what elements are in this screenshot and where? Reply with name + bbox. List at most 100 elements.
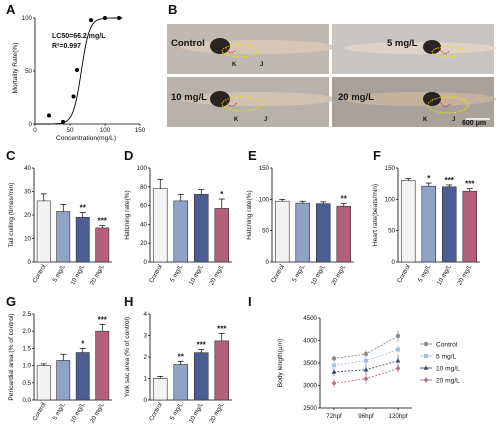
panel-i-ytick-label: 3500 bbox=[303, 360, 317, 367]
panel-label-e: E bbox=[248, 148, 257, 163]
significance-marker: ** bbox=[178, 352, 185, 361]
bar-2 bbox=[295, 202, 311, 263]
ytick-label: 10 bbox=[24, 236, 31, 243]
category-label: Control bbox=[396, 264, 412, 285]
panel-i-body-length-chart: 2500 3000 3500 4000 4500 Body length(μm) 72hpf… bbox=[277, 315, 460, 420]
ytick-label: 2 bbox=[144, 354, 148, 361]
ytick-label: 150 bbox=[385, 165, 396, 172]
ytick-label: 0 bbox=[392, 259, 396, 266]
panel-e-hatching-rate-chart: 0 50 100 150 Hatching rate(%) Control 5 mg/L 10… bbox=[246, 165, 354, 286]
bar-3 bbox=[315, 203, 331, 263]
bar-1 bbox=[36, 200, 51, 263]
ytick-label: 40 bbox=[24, 165, 31, 172]
panel-a-lc50: LC50=66.2 mg/L bbox=[52, 33, 106, 40]
significance-marker: *** bbox=[98, 315, 108, 324]
panel-a-data-point bbox=[47, 113, 51, 118]
significance-marker: * bbox=[81, 339, 85, 348]
category-label: 5 mg/L bbox=[291, 263, 307, 283]
bar-1 bbox=[274, 200, 290, 263]
bar-2 bbox=[173, 200, 189, 263]
bar-3 bbox=[75, 352, 90, 401]
bar-1 bbox=[152, 378, 168, 401]
bar-4 bbox=[336, 205, 352, 263]
category-label: 10 mg/L bbox=[69, 263, 87, 286]
category-label: 20 mg/L bbox=[208, 401, 226, 424]
panel-c-tail-coiling-chart: 0 10 20 30 40 Tail coiling (times/min) Control… bbox=[8, 165, 112, 286]
ylabel: Yolk sac area (% of control) bbox=[124, 317, 131, 397]
series-point-1 bbox=[363, 351, 369, 357]
significance-marker: *** bbox=[217, 324, 227, 333]
panel-a-xlabel: Concentration(mg/L) bbox=[56, 135, 116, 142]
category-label: 5 mg/L bbox=[417, 263, 433, 283]
ytick-label: 0.0 bbox=[22, 397, 31, 404]
panel-h-yolk-sac-area-chart: 0 1 2 3 4 Yolk sac area (% of control) Control… bbox=[124, 311, 232, 424]
panel-i-ytick-label: 4500 bbox=[303, 315, 317, 322]
series-point-3 bbox=[363, 367, 369, 372]
scalebar-label: 600 μm bbox=[462, 120, 486, 127]
category-label: 20 mg/L bbox=[456, 263, 474, 286]
panel-a-xtick-label: 150 bbox=[135, 127, 146, 134]
legend-marker-1 bbox=[423, 341, 429, 347]
series-point-4 bbox=[363, 376, 369, 382]
ytick-label: 0 bbox=[144, 259, 148, 266]
significance-marker: * bbox=[427, 174, 431, 183]
bar-3 bbox=[193, 194, 209, 263]
panel-label-f: F bbox=[373, 148, 381, 163]
series-point-4 bbox=[395, 365, 401, 371]
panel-a-ytick-label: 0 bbox=[29, 121, 33, 128]
micrograph-5mgl: 5 mg/L bbox=[332, 24, 496, 74]
legend-marker-2 bbox=[424, 354, 428, 358]
panel-i-ytick-label: 2500 bbox=[303, 405, 317, 412]
category-label: 20 mg/L bbox=[330, 263, 348, 286]
panel-a-r2: R²=0.997 bbox=[52, 43, 81, 50]
ytick-label: 80 bbox=[140, 184, 147, 191]
category-label: 10 mg/L bbox=[69, 401, 87, 424]
panel-i-xtick-label: 72hpf bbox=[326, 413, 342, 420]
panel-i-xtick-label: 120hpf bbox=[389, 413, 408, 420]
bar-2 bbox=[173, 364, 189, 401]
ytick-label: 2.5 bbox=[22, 311, 31, 318]
category-label: 20 mg/L bbox=[89, 263, 107, 286]
significance-marker: * bbox=[220, 190, 224, 199]
bar-1 bbox=[400, 180, 416, 263]
significance-marker: *** bbox=[445, 176, 455, 185]
panel-a-data-point bbox=[71, 94, 76, 99]
ytick-label: 40 bbox=[140, 221, 147, 228]
bar-3 bbox=[75, 217, 90, 263]
series-point-1 bbox=[331, 356, 337, 361]
bar-2 bbox=[56, 211, 71, 263]
series-point-3 bbox=[395, 358, 401, 363]
marker-j-20: J bbox=[452, 117, 455, 123]
marker-j-10: J bbox=[264, 117, 267, 123]
ytick-label: 30 bbox=[24, 189, 31, 196]
panel-g-pericardial-area-chart: 0.0 0.5 1.0 1.5 2.0 2.5 Pericardial area (% of… bbox=[8, 311, 112, 424]
ytick-label: 60 bbox=[140, 203, 147, 210]
marker-k-20: K bbox=[423, 117, 428, 123]
bar-3 bbox=[441, 186, 457, 263]
panel-a-ytick-label: 50 bbox=[25, 68, 32, 75]
panel-label-d: D bbox=[124, 148, 133, 163]
panel-i-ytick-label: 3000 bbox=[303, 383, 317, 390]
bar-3 bbox=[193, 352, 209, 401]
bar-1 bbox=[152, 188, 168, 263]
legend-marker-3 bbox=[423, 365, 429, 370]
legend-label-3: 10 mg/L bbox=[436, 365, 460, 372]
category-label: 10 mg/L bbox=[310, 263, 328, 286]
panel-a-xtick-label: 50 bbox=[67, 127, 74, 134]
ytick-label: 3 bbox=[144, 333, 148, 340]
label-5mgl: 5 mg/L bbox=[387, 38, 418, 49]
bar-4 bbox=[95, 330, 110, 401]
marker-k-10: K bbox=[234, 117, 239, 123]
panel-i-xtick-label: 96hpf bbox=[358, 413, 374, 420]
category-label: 20 mg/L bbox=[208, 263, 226, 286]
ytick-label: 50 bbox=[262, 228, 269, 235]
category-label: 5 mg/L bbox=[51, 401, 67, 421]
panel-a-data-point bbox=[89, 18, 93, 23]
series-point-4 bbox=[331, 380, 337, 386]
significance-marker: *** bbox=[465, 180, 475, 189]
panel-label-g: G bbox=[6, 294, 16, 309]
category-label: 5 mg/L bbox=[169, 401, 185, 421]
legend-label-4: 20 mg/L bbox=[436, 377, 460, 384]
panel-label-c: C bbox=[6, 148, 16, 163]
